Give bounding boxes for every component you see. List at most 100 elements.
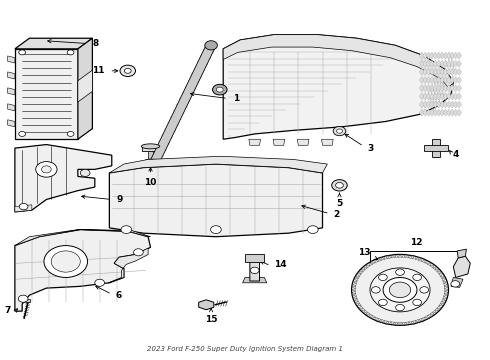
Polygon shape	[450, 109, 455, 116]
Polygon shape	[419, 60, 424, 67]
Circle shape	[67, 50, 74, 55]
Circle shape	[395, 305, 404, 311]
Polygon shape	[440, 52, 444, 59]
Polygon shape	[395, 322, 398, 325]
Polygon shape	[243, 278, 267, 283]
Polygon shape	[392, 255, 395, 258]
Circle shape	[213, 84, 227, 95]
Polygon shape	[371, 315, 375, 319]
Polygon shape	[446, 60, 451, 67]
Polygon shape	[439, 274, 443, 276]
Polygon shape	[446, 85, 451, 92]
Polygon shape	[451, 278, 463, 287]
Polygon shape	[423, 85, 428, 92]
Polygon shape	[142, 147, 159, 150]
Polygon shape	[409, 321, 412, 324]
Polygon shape	[385, 256, 388, 259]
Polygon shape	[457, 85, 462, 92]
Polygon shape	[433, 68, 438, 76]
Polygon shape	[359, 306, 363, 309]
Polygon shape	[381, 319, 385, 323]
Polygon shape	[355, 276, 360, 279]
Circle shape	[124, 68, 131, 73]
Polygon shape	[444, 286, 448, 289]
Polygon shape	[441, 276, 445, 279]
Polygon shape	[446, 93, 451, 100]
Polygon shape	[423, 109, 428, 116]
Circle shape	[80, 169, 90, 176]
Polygon shape	[368, 314, 372, 317]
Polygon shape	[151, 44, 216, 162]
Polygon shape	[423, 52, 428, 59]
Polygon shape	[78, 38, 93, 139]
Polygon shape	[353, 281, 357, 284]
Circle shape	[379, 299, 387, 306]
Polygon shape	[446, 52, 451, 59]
Polygon shape	[453, 52, 458, 59]
Polygon shape	[442, 299, 446, 301]
Polygon shape	[430, 68, 435, 76]
Polygon shape	[353, 296, 357, 299]
Polygon shape	[388, 255, 392, 258]
Text: 1: 1	[233, 94, 239, 103]
Polygon shape	[422, 317, 425, 320]
Polygon shape	[437, 77, 441, 84]
Polygon shape	[433, 85, 438, 92]
Polygon shape	[430, 85, 435, 92]
Circle shape	[95, 279, 104, 286]
Circle shape	[67, 131, 74, 136]
Text: 6: 6	[116, 291, 122, 300]
Polygon shape	[443, 77, 448, 84]
Polygon shape	[440, 68, 444, 76]
Polygon shape	[453, 109, 458, 116]
Polygon shape	[355, 301, 360, 303]
Polygon shape	[78, 70, 93, 102]
Polygon shape	[423, 93, 428, 100]
Polygon shape	[109, 156, 327, 173]
Polygon shape	[357, 274, 361, 276]
Polygon shape	[440, 93, 444, 100]
Polygon shape	[363, 310, 368, 313]
Polygon shape	[405, 322, 409, 325]
Polygon shape	[426, 52, 431, 59]
Polygon shape	[419, 85, 424, 92]
Polygon shape	[357, 303, 361, 306]
Polygon shape	[437, 306, 441, 309]
Circle shape	[121, 226, 132, 234]
Text: 3: 3	[367, 144, 373, 153]
Text: 9: 9	[117, 195, 123, 204]
Polygon shape	[8, 104, 15, 111]
Circle shape	[333, 126, 346, 136]
Polygon shape	[444, 294, 448, 296]
Polygon shape	[321, 139, 333, 145]
Circle shape	[413, 299, 421, 306]
Polygon shape	[428, 263, 432, 266]
Polygon shape	[428, 314, 432, 317]
Polygon shape	[15, 205, 32, 212]
Polygon shape	[402, 255, 405, 257]
Text: 13: 13	[359, 248, 371, 257]
Polygon shape	[442, 279, 446, 281]
Polygon shape	[435, 308, 439, 311]
Polygon shape	[426, 101, 431, 108]
Circle shape	[371, 287, 380, 293]
Circle shape	[120, 65, 136, 77]
Polygon shape	[444, 291, 448, 294]
Polygon shape	[402, 322, 405, 325]
Text: 2023 Ford F-250 Super Duty Ignition System Diagram 1: 2023 Ford F-250 Super Duty Ignition Syst…	[147, 346, 343, 352]
Polygon shape	[371, 261, 375, 264]
Polygon shape	[398, 323, 402, 325]
Circle shape	[19, 131, 25, 136]
Polygon shape	[419, 93, 424, 100]
Polygon shape	[450, 77, 455, 84]
Polygon shape	[437, 60, 441, 67]
Polygon shape	[416, 257, 418, 260]
Polygon shape	[440, 60, 444, 67]
Polygon shape	[437, 68, 441, 76]
Polygon shape	[375, 260, 378, 263]
Polygon shape	[453, 77, 458, 84]
Polygon shape	[361, 269, 365, 272]
Polygon shape	[446, 101, 451, 108]
Polygon shape	[352, 294, 356, 296]
Polygon shape	[366, 265, 370, 268]
